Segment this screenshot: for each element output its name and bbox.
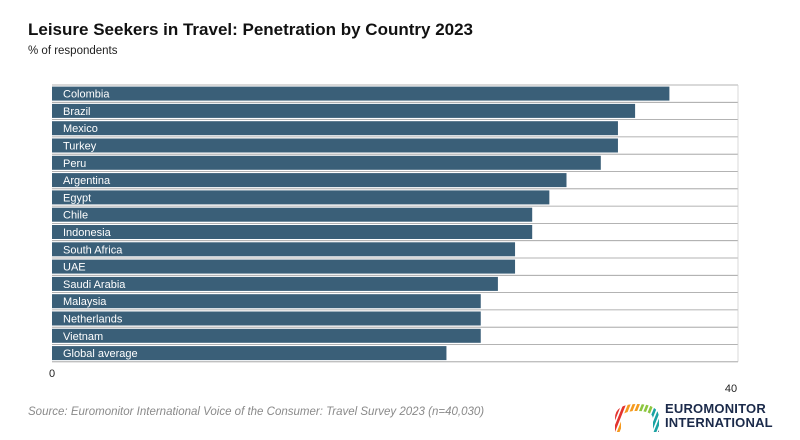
bar xyxy=(52,346,447,361)
bar-category-label: Egypt xyxy=(63,192,91,204)
bar-category-label: Indonesia xyxy=(63,227,112,239)
bar xyxy=(52,190,550,205)
bar-category-label: South Africa xyxy=(63,244,123,256)
chart-title: Leisure Seekers in Travel: Penetration b… xyxy=(28,20,474,39)
logo-stripe xyxy=(615,404,623,432)
bar xyxy=(52,86,670,101)
bar xyxy=(52,294,481,309)
bar xyxy=(52,328,481,343)
bar xyxy=(52,225,533,239)
bar-category-label: Brazil xyxy=(63,106,91,118)
bar xyxy=(52,103,636,118)
x-tick-label: 40 xyxy=(725,383,737,395)
logo-line-2: INTERNATIONAL xyxy=(665,415,773,430)
bar-category-label: Peru xyxy=(63,158,86,170)
bar-category-label: Malaysia xyxy=(63,296,107,308)
bar xyxy=(52,276,498,291)
bar xyxy=(52,138,618,153)
bar-category-label: Global average xyxy=(63,348,138,360)
bar xyxy=(52,207,533,222)
logo-stripe xyxy=(658,404,659,432)
bar-category-label: Chile xyxy=(63,210,88,222)
logo-stripe xyxy=(615,404,627,432)
bar-category-label: Mexico xyxy=(63,123,98,135)
x-tick-label: 0 xyxy=(49,368,55,380)
striped-arch-logo-icon xyxy=(615,404,659,432)
logo-wordmark: EUROMONITOR INTERNATIONAL xyxy=(665,402,773,430)
bar-category-label: Turkey xyxy=(63,141,97,153)
bar xyxy=(52,242,516,257)
bar-category-label: UAE xyxy=(63,262,86,274)
bar-chart: Colombia Brazil Mexico Turkey Peru Argentina E… xyxy=(49,84,739,395)
logo-line-1: EUROMONITOR xyxy=(665,401,766,416)
bar-category-label: Saudi Arabia xyxy=(63,279,126,291)
bar xyxy=(52,121,618,136)
chart-subtitle: % of respondents xyxy=(28,45,118,57)
bar-category-label: Colombia xyxy=(63,89,110,101)
bar xyxy=(52,259,516,274)
bar xyxy=(52,155,601,170)
bar-category-label: Netherlands xyxy=(63,314,123,326)
bar-category-label: Vietnam xyxy=(63,331,103,343)
source-note: Source: Euromonitor International Voice … xyxy=(28,406,485,418)
euromonitor-logo: EUROMONITOR INTERNATIONAL xyxy=(613,401,773,433)
bar xyxy=(52,173,567,188)
logo-stripe xyxy=(653,404,659,432)
bar xyxy=(52,311,481,326)
bar-category-label: Argentina xyxy=(63,175,111,187)
